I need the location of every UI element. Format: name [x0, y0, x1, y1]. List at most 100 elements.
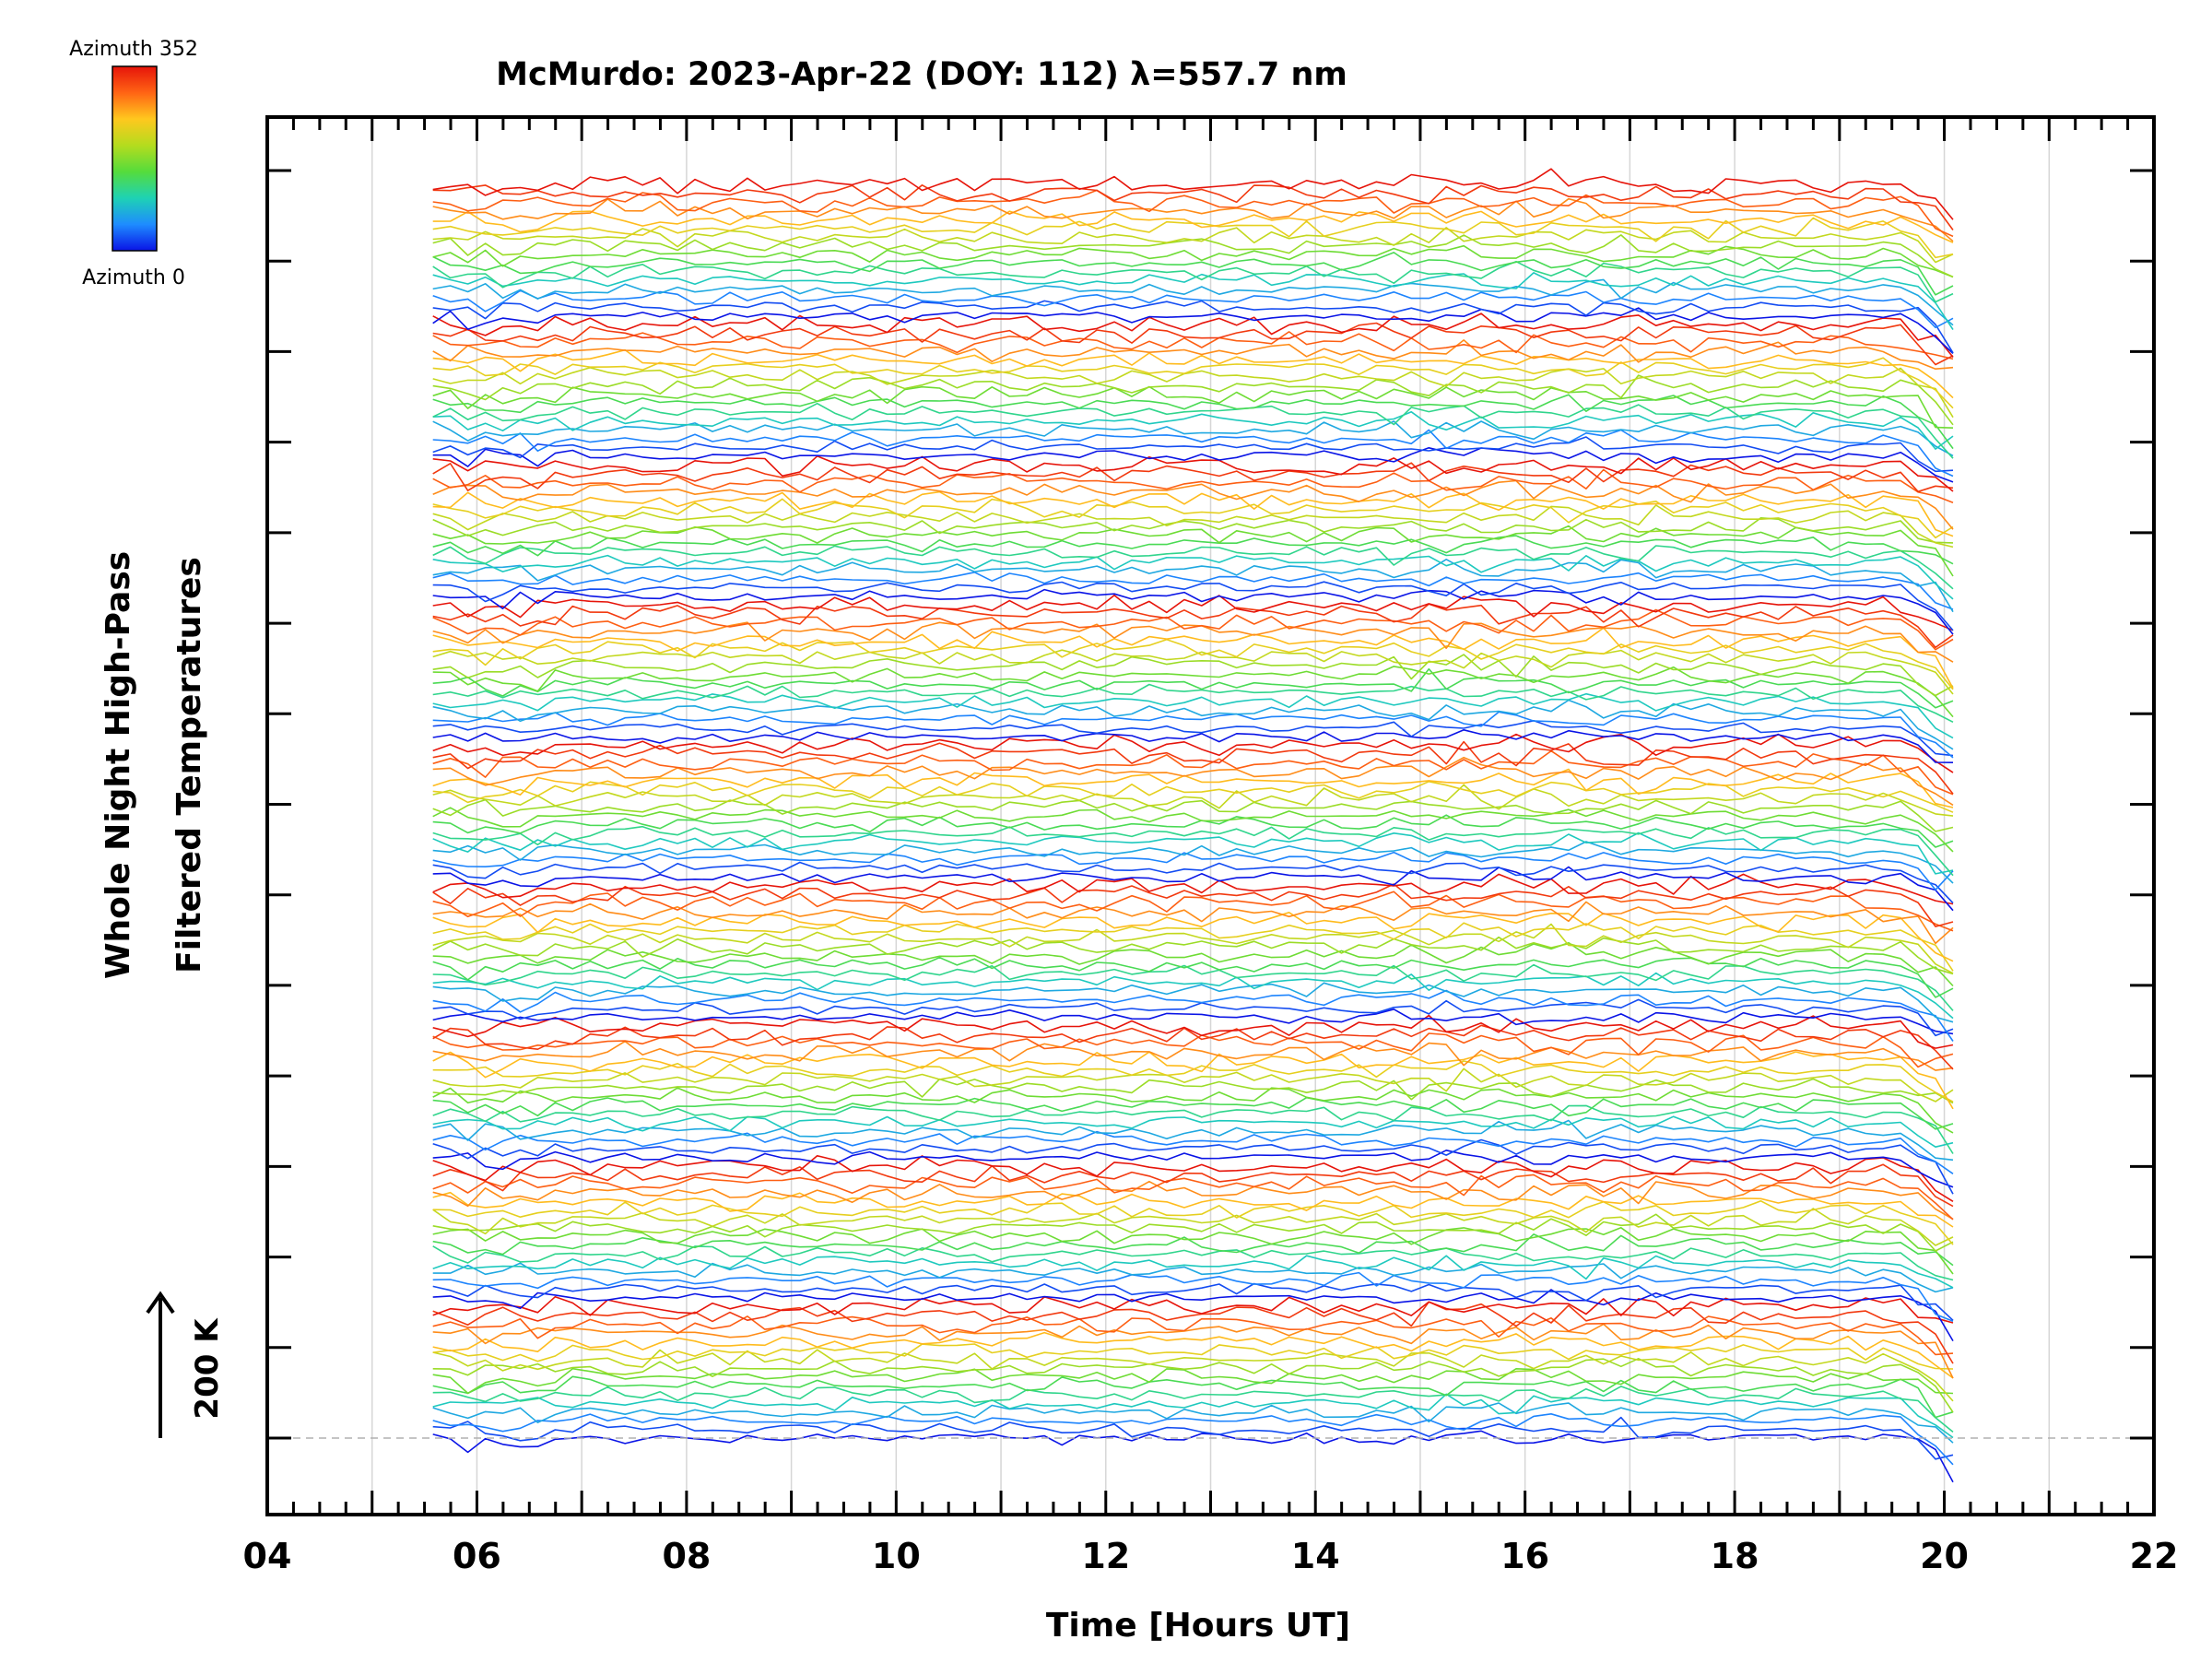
x-tick-label: 06	[453, 1536, 501, 1576]
trace-azimuth-198	[432, 227, 1954, 264]
trace-azimuth-88	[432, 272, 1954, 331]
trace-azimuth-264	[432, 1323, 1954, 1379]
trace-azimuth-66	[432, 1119, 1954, 1162]
trace-azimuth-308	[432, 322, 1954, 366]
colorbar: Azimuth 352 Azimuth 0	[69, 38, 198, 289]
trace-azimuth-154	[432, 1367, 1954, 1395]
scale-label: 200 K	[189, 1317, 226, 1420]
trace-azimuth-242	[432, 1191, 1954, 1228]
trace-azimuth-154	[432, 807, 1954, 853]
x-tick-label: 18	[1711, 1536, 1759, 1576]
trace-azimuth-242	[432, 1331, 1954, 1379]
trace-azimuth-0	[432, 866, 1954, 912]
trace-azimuth-22	[432, 1138, 1954, 1195]
trace-azimuth-242	[432, 490, 1954, 537]
x-tick-label: 04	[243, 1536, 292, 1576]
trace-azimuth-0	[432, 1289, 1954, 1342]
trace-azimuth-264	[432, 621, 1954, 663]
trace-azimuth-110	[432, 402, 1954, 459]
trace-azimuth-264	[432, 1180, 1954, 1221]
trace-azimuth-0	[432, 446, 1954, 483]
scale-arrow-head	[146, 1291, 175, 1315]
trace-azimuth-286	[432, 189, 1954, 238]
trace-azimuth-176	[432, 936, 1954, 975]
scale-indicator: 200 K	[146, 1291, 226, 1438]
trace-azimuth-44	[432, 1130, 1954, 1174]
trace-azimuth-308	[432, 603, 1954, 649]
trace-azimuth-88	[432, 832, 1954, 875]
trace-azimuth-110	[432, 963, 1954, 1011]
trace-azimuth-330	[432, 1014, 1954, 1049]
trace-azimuth-132	[432, 535, 1954, 565]
trace-azimuth-110	[432, 683, 1954, 724]
trace-azimuth-220	[432, 357, 1954, 409]
trace-azimuth-330	[432, 313, 1954, 358]
trace-azimuth-264	[432, 479, 1954, 530]
trace-azimuth-110	[432, 1104, 1954, 1154]
trace-azimuth-330	[432, 1295, 1954, 1324]
trace-azimuth-176	[432, 798, 1954, 832]
trace-azimuth-264	[432, 756, 1954, 807]
trace-azimuth-110	[432, 825, 1954, 877]
trace-azimuth-286	[432, 331, 1954, 360]
trace-azimuth-198	[432, 784, 1954, 817]
trace-azimuth-330	[432, 733, 1954, 773]
trace-azimuth-242	[432, 911, 1954, 962]
trace-azimuth-66	[432, 278, 1954, 326]
trace-azimuth-198	[432, 1067, 1954, 1103]
trace-azimuth-66	[432, 558, 1954, 613]
trace-azimuth-22	[432, 436, 1954, 473]
trace-azimuth-44	[432, 429, 1954, 478]
trace-azimuth-286	[432, 1174, 1954, 1221]
trace-azimuth-154	[432, 1087, 1954, 1134]
trace-azimuth-308	[432, 1301, 1954, 1364]
trace-azimuth-44	[432, 711, 1954, 759]
trace-azimuth-176	[432, 1078, 1954, 1104]
colorbar-gradient	[112, 65, 158, 252]
trace-azimuth-110	[432, 260, 1954, 303]
trace-azimuth-308	[432, 740, 1954, 795]
trace-azimuth-22	[432, 998, 1954, 1037]
trace-azimuth-330	[432, 168, 1954, 220]
x-tick-label: 12	[1081, 1536, 1130, 1576]
trace-azimuth-88	[432, 972, 1954, 1020]
trace-azimuth-242	[432, 1051, 1954, 1110]
trace-azimuth-44	[432, 851, 1954, 891]
trace-azimuth-264	[432, 1040, 1954, 1071]
colorbar-bottom-label: Azimuth 0	[82, 266, 185, 289]
plot-axes: 04 06 08 10 12 14 16 18 20 22	[243, 115, 2178, 1576]
trace-azimuth-330	[432, 594, 1954, 631]
trace-azimuth-22	[432, 1282, 1954, 1321]
x-tick-label: 14	[1291, 1536, 1340, 1576]
trace-azimuth-308	[432, 1163, 1954, 1208]
trace-azimuth-154	[432, 941, 1954, 987]
trace-azimuth-44	[432, 1271, 1954, 1322]
trace-azimuth-220	[432, 922, 1954, 972]
trace-azimuth-132	[432, 814, 1954, 848]
trace-azimuth-66	[432, 982, 1954, 1023]
trace-azimuth-66	[432, 1402, 1954, 1444]
y-axis-label-line2: Filtered Temperatures	[171, 557, 208, 973]
trace-azimuth-132	[432, 667, 1954, 709]
chart-title: McMurdo: 2023-Apr-22 (DOY: 112) λ=557.7 …	[496, 56, 1347, 93]
trace-azimuth-110	[432, 545, 1954, 590]
trace-azimuth-66	[432, 1262, 1954, 1293]
trace-azimuth-44	[432, 571, 1954, 610]
trace-azimuth-286	[432, 468, 1954, 504]
trace-azimuth-198	[432, 366, 1954, 419]
trace-azimuth-220	[432, 1200, 1954, 1245]
trace-azimuth-264	[432, 339, 1954, 371]
trace-azimuth-44	[432, 289, 1954, 329]
trace-azimuth-88	[432, 1255, 1954, 1289]
trace-azimuth-176	[432, 1358, 1954, 1413]
colorbar-top-label: Azimuth 352	[69, 38, 198, 61]
trace-azimuth-242	[432, 768, 1954, 808]
trace-azimuth-286	[432, 1315, 1954, 1356]
trace-azimuth-44	[432, 1413, 1954, 1466]
trace-azimuth-0	[432, 1008, 1954, 1035]
trace-azimuth-242	[432, 210, 1954, 243]
x-axis-label: Time [Hours UT]	[1046, 1607, 1350, 1645]
trace-azimuth-22	[432, 861, 1954, 904]
trace-azimuth-308	[432, 184, 1954, 230]
